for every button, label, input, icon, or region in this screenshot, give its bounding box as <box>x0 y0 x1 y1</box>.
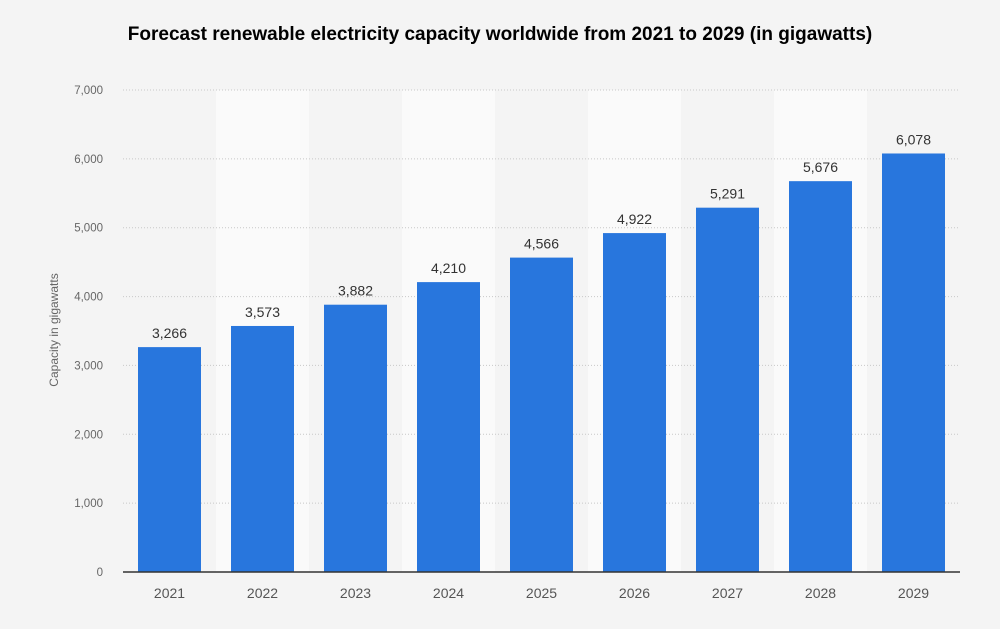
bar <box>603 233 666 572</box>
y-tick-label: 2,000 <box>74 429 103 441</box>
data-label: 5,291 <box>710 186 745 202</box>
bar <box>510 257 573 572</box>
data-label: 6,078 <box>896 131 931 147</box>
y-tick-label: 7,000 <box>74 85 103 97</box>
x-tick-label: 2026 <box>619 585 650 601</box>
chart-title: Forecast renewable electricity capacity … <box>127 24 873 45</box>
x-tick-label: 2024 <box>433 585 464 601</box>
x-tick-label: 2023 <box>340 585 371 601</box>
data-label: 3,573 <box>245 304 280 320</box>
y-tick-label: 5,000 <box>74 223 103 235</box>
y-tick-label: 0 <box>97 567 103 579</box>
y-tick-label: 1,000 <box>74 498 103 510</box>
bar <box>324 304 387 572</box>
bar <box>696 207 759 572</box>
data-label: 3,266 <box>152 325 187 341</box>
x-tick-label: 2022 <box>247 585 278 601</box>
y-tick-label: 4,000 <box>74 292 103 304</box>
bar <box>789 181 852 572</box>
x-tick-label: 2027 <box>712 585 743 601</box>
x-tick-label: 2021 <box>154 585 185 601</box>
x-tick-label: 2028 <box>805 585 836 601</box>
x-tick-label: 2029 <box>898 585 929 601</box>
data-label: 5,676 <box>803 159 838 175</box>
y-tick-label: 3,000 <box>74 360 103 372</box>
data-label: 4,922 <box>617 211 652 227</box>
data-label: 4,566 <box>524 236 559 252</box>
x-tick-label: 2025 <box>526 585 557 601</box>
bar <box>138 347 201 572</box>
bar <box>417 282 480 572</box>
bar <box>231 325 294 572</box>
y-tick-label: 6,000 <box>74 154 103 166</box>
data-label: 4,210 <box>431 260 466 276</box>
data-label: 3,882 <box>338 283 373 299</box>
bar <box>882 153 945 573</box>
